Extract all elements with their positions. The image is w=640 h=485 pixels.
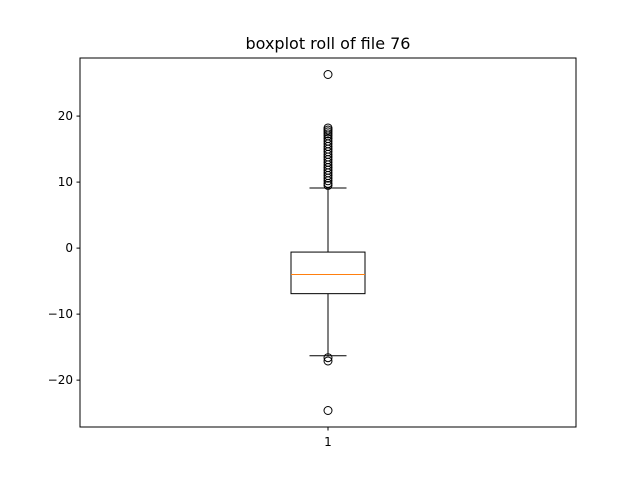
box-iqr <box>290 251 366 295</box>
outlier-point <box>323 180 333 190</box>
outlier-point <box>323 173 333 183</box>
outlier-point <box>323 353 333 363</box>
plot-area <box>290 70 366 415</box>
outlier-point <box>323 356 333 366</box>
x-axis: 1 <box>324 427 332 449</box>
y-axis: −20 −10 0 10 20 <box>48 109 80 387</box>
y-tick-label: 0 <box>65 241 73 255</box>
y-tick-label: −20 <box>48 373 73 387</box>
y-tick-label: −10 <box>48 307 73 321</box>
x-tick-label: 1 <box>324 435 332 449</box>
outlier-point <box>323 70 333 80</box>
y-tick-label: 10 <box>58 175 73 189</box>
y-tick-label: 20 <box>58 109 73 123</box>
chart-title: boxplot roll of file 76 <box>246 34 411 53</box>
outlier-point <box>323 405 333 415</box>
outlier-point <box>323 176 333 186</box>
